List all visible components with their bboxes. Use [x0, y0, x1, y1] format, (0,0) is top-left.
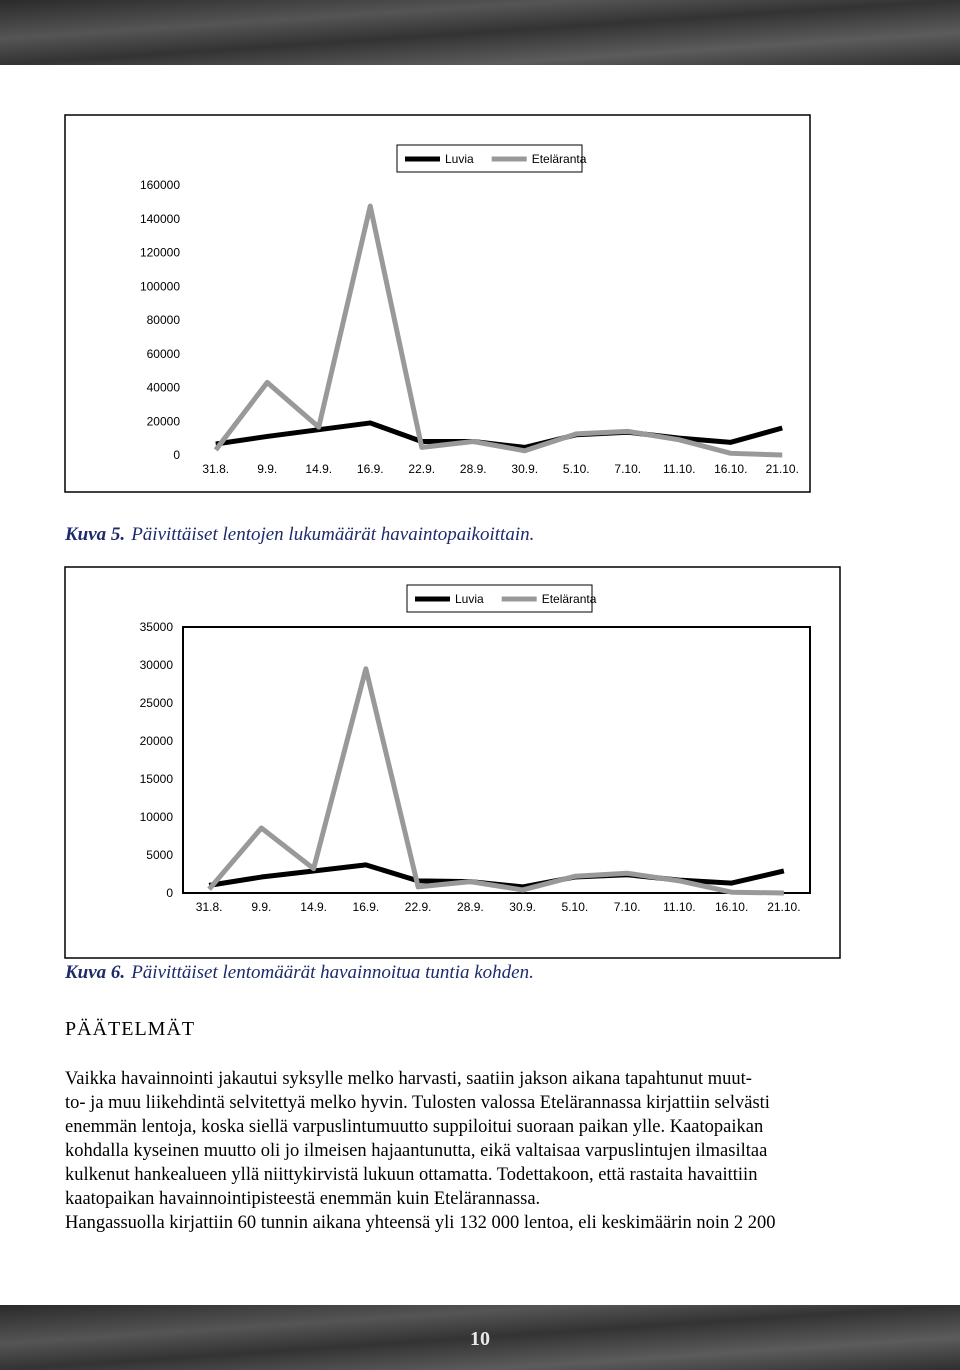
- footer-band: [0, 1305, 960, 1370]
- x-tick-label: 9.9.: [251, 900, 271, 914]
- y-tick-label: 20000: [140, 734, 174, 748]
- x-tick-label: 14.9.: [300, 900, 327, 914]
- y-tick-label: 160000: [140, 178, 180, 192]
- y-tick-label: 0: [173, 448, 180, 462]
- chart: 0 20000 40000 60000 80000 100000 120000 140000 1…: [64, 114, 811, 545]
- legend-label: Luvia: [445, 152, 474, 166]
- x-tick-label: 28.9.: [457, 900, 484, 914]
- y-tick-label: 35000: [140, 620, 174, 634]
- y-tick-label: 140000: [140, 212, 180, 226]
- chart-border: [64, 114, 811, 493]
- x-tick-label: 22.9.: [408, 462, 435, 476]
- x-tick-label: 21.10.: [766, 462, 799, 476]
- x-tick-label: 16.10.: [714, 462, 747, 476]
- series-line: [207, 666, 784, 896]
- x-tick-label: 31.8.: [196, 900, 223, 914]
- paragraph-line: enemmän lentoja, koska siellä varpuslint…: [65, 1117, 763, 1137]
- chart: 0 5000 10000 15000 20000 25000 30000 35000 31.8.…: [64, 566, 841, 983]
- legend-label: Eteläranta: [532, 152, 587, 166]
- x-tick-label: 5.10.: [563, 462, 590, 476]
- legend-label: Luvia: [455, 592, 484, 606]
- paragraph: Vaikka havainnointi jakautui syksylle me…: [65, 1069, 776, 1233]
- x-tick-label: 22.9.: [405, 900, 432, 914]
- x-tick-label: 7.10.: [614, 900, 641, 914]
- y-tick-label: 20000: [147, 414, 181, 428]
- paragraph-line: kulkenut hankealueen yllä niittykirvistä…: [65, 1165, 757, 1185]
- series-line: [213, 203, 783, 458]
- x-tick-label: 16.9.: [353, 900, 380, 914]
- legend-label: Eteläranta: [542, 592, 597, 606]
- paragraph-line: to- ja muu liikehdintä selvitettyä melko…: [65, 1093, 770, 1113]
- header-band: [0, 0, 960, 65]
- x-tick-label: 5.10.: [562, 900, 589, 914]
- y-tick-label: 40000: [147, 381, 181, 395]
- paragraph-line: Vaikka havainnointi jakautui syksylle me…: [65, 1069, 752, 1089]
- x-tick-label: 16.9.: [357, 462, 384, 476]
- y-tick-label: 25000: [140, 696, 174, 710]
- paragraph-line: kohdalla kyseinen muutto oli jo ilmeisen…: [65, 1141, 767, 1161]
- caption-label: Kuva 6.: [64, 962, 125, 983]
- x-tick-label: 28.9.: [460, 462, 487, 476]
- y-tick-label: 5000: [146, 848, 173, 862]
- y-tick-label: 15000: [140, 772, 174, 786]
- x-tick-label: 30.9.: [511, 462, 538, 476]
- caption: Kuva 5. Päivittäiset lentojen lukumäärät …: [64, 524, 534, 545]
- paragraph-line: Hangassuolla kirjattiin 60 tunnin aikana…: [65, 1213, 776, 1233]
- paragraph-line: kaatopaikan havainnointipisteestä enemmä…: [65, 1189, 540, 1209]
- caption: Kuva 6. Päivittäiset lentomäärät havainno…: [64, 962, 534, 983]
- x-tick-label: 9.9.: [257, 462, 277, 476]
- page-number: 10: [470, 1328, 490, 1350]
- heading: PÄÄTELMÄT: [65, 1017, 195, 1040]
- caption-label: Kuva 5.: [64, 524, 125, 545]
- x-tick-label: 31.8.: [202, 462, 229, 476]
- y-tick-label: 80000: [147, 313, 181, 327]
- y-tick-label: 100000: [140, 279, 180, 293]
- x-tick-label: 7.10.: [614, 462, 641, 476]
- y-tick-label: 0: [166, 886, 173, 900]
- caption-text: Päivittäiset lentojen lukumäärät havaint…: [130, 524, 534, 545]
- caption-text: Päivittäiset lentomäärät havainnoitua tu…: [130, 962, 534, 983]
- x-tick-label: 11.10.: [663, 462, 695, 476]
- y-tick-label: 60000: [147, 347, 181, 361]
- x-tick-label: 21.10.: [767, 900, 800, 914]
- x-tick-label: 11.10.: [663, 900, 695, 914]
- y-tick-label: 30000: [140, 658, 174, 672]
- plot-frame: [182, 626, 811, 894]
- x-tick-label: 16.10.: [715, 900, 748, 914]
- x-tick-label: 14.9.: [305, 462, 332, 476]
- y-tick-label: 120000: [140, 246, 180, 260]
- x-tick-label: 30.9.: [509, 900, 536, 914]
- y-tick-label: 10000: [140, 810, 174, 824]
